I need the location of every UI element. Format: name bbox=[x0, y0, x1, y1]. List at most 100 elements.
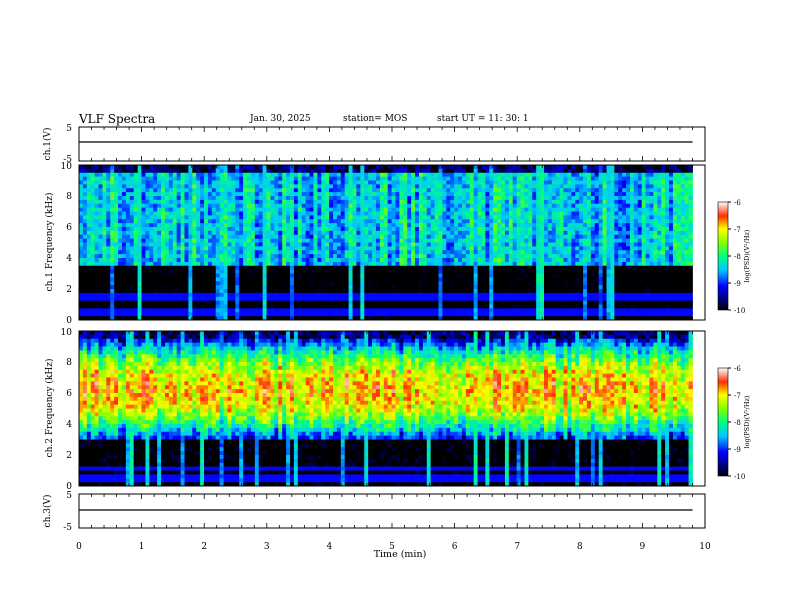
spectrogram-cell bbox=[250, 211, 256, 216]
spectrogram-cell bbox=[344, 223, 350, 228]
spectrogram-cell bbox=[465, 273, 471, 278]
spectrogram-cell bbox=[161, 230, 166, 236]
spectrogram-cell bbox=[129, 184, 135, 189]
spectrogram-cell bbox=[391, 176, 396, 181]
spectrogram-cell bbox=[301, 168, 307, 174]
spectrogram-cell bbox=[360, 188, 365, 193]
spectrogram-cell bbox=[332, 199, 338, 205]
spectrogram-cell bbox=[508, 223, 514, 228]
spectrogram-cell bbox=[90, 188, 96, 193]
spectrogram-cell bbox=[528, 273, 533, 278]
spectrogram-cell bbox=[516, 176, 521, 181]
spectrogram-cell bbox=[325, 196, 330, 201]
spectrogram-cell bbox=[547, 277, 553, 282]
spectrogram-cell bbox=[364, 238, 369, 243]
spectrogram-cell bbox=[297, 192, 303, 197]
spectrogram-cell bbox=[364, 269, 369, 274]
spectrogram-cell bbox=[235, 165, 240, 170]
spectrogram-cell bbox=[501, 304, 506, 309]
spectrogram-cell bbox=[379, 192, 385, 197]
spectrogram-cell bbox=[551, 269, 557, 274]
spectrogram-cell bbox=[266, 168, 271, 174]
spectrogram-cell bbox=[184, 281, 189, 286]
spectrogram-cell bbox=[520, 316, 525, 321]
spectrogram-cell bbox=[270, 289, 275, 294]
spectrogram-cell bbox=[473, 254, 478, 259]
spectrogram-cell bbox=[79, 316, 84, 321]
spectrogram-cell bbox=[348, 211, 353, 216]
spectrogram-cell bbox=[211, 238, 217, 243]
spectrogram-cell bbox=[403, 211, 408, 216]
spectrogram-cell bbox=[164, 304, 170, 309]
spectrogram-cell bbox=[270, 292, 275, 298]
spectrogram-cell bbox=[94, 172, 99, 178]
spectrogram-cell bbox=[391, 203, 396, 209]
spectrogram-cell bbox=[407, 261, 412, 267]
spectrogram-cell bbox=[516, 168, 521, 174]
spectrogram-cell bbox=[543, 246, 549, 251]
spectrogram-cell bbox=[204, 168, 209, 174]
spectrogram-cell bbox=[352, 300, 357, 305]
spectrogram-cell bbox=[118, 199, 123, 205]
spectrogram-cell bbox=[493, 281, 498, 286]
spectrogram-cell bbox=[125, 219, 131, 224]
spectrogram-cell bbox=[129, 172, 135, 178]
spectrogram-cell bbox=[207, 219, 213, 224]
spectrogram-cell bbox=[94, 292, 99, 298]
spectrogram-cell bbox=[231, 188, 236, 193]
spectrogram-cell bbox=[309, 296, 314, 302]
spectrogram-cell bbox=[204, 199, 209, 205]
spectrogram-cell bbox=[434, 207, 439, 212]
spectrogram-cell bbox=[121, 246, 127, 251]
spectrogram-cell bbox=[235, 250, 240, 255]
spectrogram-cell bbox=[129, 269, 135, 274]
spectrogram-cell bbox=[250, 188, 256, 193]
spectrogram-cell bbox=[383, 242, 389, 247]
spectrogram-cell bbox=[137, 316, 142, 321]
spectrogram-cell bbox=[540, 254, 545, 259]
spectrogram-cell bbox=[528, 300, 533, 305]
spectrogram-cell bbox=[411, 203, 416, 209]
spectrogram-cell bbox=[86, 265, 92, 271]
spectrogram-cell bbox=[82, 227, 88, 232]
spectrogram-cell bbox=[141, 250, 146, 255]
spectrogram-cell bbox=[426, 227, 432, 232]
spectrogram-cell bbox=[282, 289, 287, 294]
spectrogram-cell bbox=[336, 180, 342, 185]
spectrogram-cell bbox=[536, 211, 541, 216]
spectrogram-cell bbox=[239, 196, 244, 201]
spectrogram-cell bbox=[211, 308, 217, 313]
spectrogram-cell bbox=[547, 227, 553, 232]
spectrogram-cell bbox=[438, 227, 443, 232]
spectrogram-cell bbox=[387, 172, 392, 178]
spectrogram-cell bbox=[176, 203, 181, 209]
spectrogram-cell bbox=[395, 180, 400, 185]
spectrogram-cell bbox=[543, 308, 549, 313]
spectrogram-cell bbox=[489, 234, 494, 240]
spectrogram-cell bbox=[164, 207, 170, 212]
spectrogram-cell bbox=[454, 219, 459, 224]
spectrogram-cell bbox=[540, 246, 545, 251]
spectrogram-cell bbox=[176, 227, 181, 232]
spectrogram-cell bbox=[321, 165, 326, 170]
spectrogram-cell bbox=[137, 250, 142, 255]
spectrogram-cell bbox=[180, 238, 185, 243]
spectrogram-cell bbox=[231, 168, 236, 174]
spectrogram-cell bbox=[340, 312, 346, 317]
spectrogram-cell bbox=[278, 211, 283, 216]
spectrogram-cell bbox=[297, 180, 303, 185]
spectrogram-cell bbox=[481, 277, 486, 282]
spectrogram-cell bbox=[543, 304, 549, 309]
spectrogram-cell bbox=[215, 273, 221, 278]
spectrogram-cell bbox=[454, 304, 459, 309]
spectrogram-cell bbox=[454, 223, 459, 228]
spectrogram-cell bbox=[489, 168, 494, 174]
spectrogram-cell bbox=[118, 265, 123, 271]
spectrogram-cell bbox=[477, 242, 482, 247]
spectrogram-cell bbox=[512, 246, 518, 251]
spectrogram-cell bbox=[368, 165, 373, 170]
spectrogram-cell bbox=[305, 281, 310, 286]
spectrogram-cell bbox=[399, 184, 404, 189]
spectrogram-cell bbox=[426, 316, 432, 321]
spectrogram-cell bbox=[379, 265, 385, 271]
